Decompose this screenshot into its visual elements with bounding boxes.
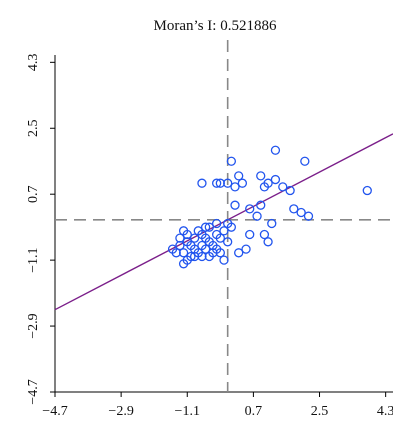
scatter-point (256, 171, 266, 181)
scatter-point (178, 248, 189, 258)
y-tick-label: 2.5 (26, 120, 41, 138)
x-tick-label: −4.7 (42, 404, 67, 419)
scatter-point (186, 240, 196, 251)
scatter-point (270, 174, 281, 185)
scatter-point (263, 178, 273, 188)
scatter-point (278, 182, 288, 192)
scatter-point (197, 178, 207, 188)
scatter-point (204, 222, 214, 232)
scatter-point (296, 207, 306, 218)
scatter-point (245, 229, 255, 240)
scatter-point (215, 233, 225, 243)
y-tick-label: −4.7 (26, 379, 41, 404)
scatter-point (362, 185, 372, 196)
chart-title: Moran’s I: 0.521886 (154, 18, 277, 34)
scatter-point (212, 244, 222, 254)
scatter-point (234, 248, 244, 258)
scatter-point (175, 240, 185, 251)
scatter-point (259, 229, 270, 240)
x-tick-label: −2.9 (108, 404, 133, 419)
y-tick-label: −1.1 (26, 247, 41, 272)
scatter-point (223, 218, 233, 229)
scatter-point (212, 218, 222, 229)
scatter-point (230, 182, 240, 192)
scatter-point (197, 251, 207, 262)
scatter-point (200, 233, 211, 243)
scatter-point (252, 211, 262, 221)
scatter-point (230, 200, 240, 210)
scatter-point (219, 226, 229, 236)
scatter-point (182, 255, 192, 265)
y-tick-label: −2.9 (26, 313, 41, 338)
y-tick-label: 4.3 (26, 54, 41, 72)
scatter-point (289, 204, 299, 214)
scatter-point (204, 251, 214, 262)
scatter-point (212, 178, 222, 188)
scatter-point (197, 240, 207, 251)
x-tick-label: 4.3 (377, 404, 393, 419)
scatter-point (300, 156, 310, 166)
scatter-point (234, 171, 244, 181)
scatter-point (256, 200, 266, 210)
scatter-point (175, 233, 185, 243)
scatter-point (189, 251, 200, 262)
scatter-point (285, 185, 295, 196)
scatter-point (178, 226, 189, 236)
scatter-point (223, 237, 233, 247)
x-tick-label: 2.5 (311, 404, 329, 419)
scatter-point (267, 218, 277, 229)
scatter-point (223, 178, 233, 188)
scatter-point (270, 145, 281, 155)
scatter-point (241, 244, 251, 254)
scatter-point (200, 222, 211, 232)
scatter-point (193, 226, 203, 236)
y-tick-label: 0.7 (26, 185, 41, 203)
plot-area: −4.7 −2.9 −1.1 0.7 2.5 4.3 −4.7 −2.9 −1.1 0.7 2.5 4… (26, 40, 393, 419)
x-tick-label: −1.1 (175, 404, 200, 419)
scatter-point (237, 178, 248, 188)
scatter-point (219, 255, 229, 265)
scatter-point (215, 178, 225, 188)
scatter-point (263, 237, 273, 247)
scatter-point (303, 211, 314, 221)
scatter-point (245, 204, 255, 214)
x-tick-label: 0.7 (245, 404, 263, 419)
scatter-point (226, 156, 236, 166)
scatter-point (171, 248, 181, 258)
scatter-point (189, 233, 200, 243)
